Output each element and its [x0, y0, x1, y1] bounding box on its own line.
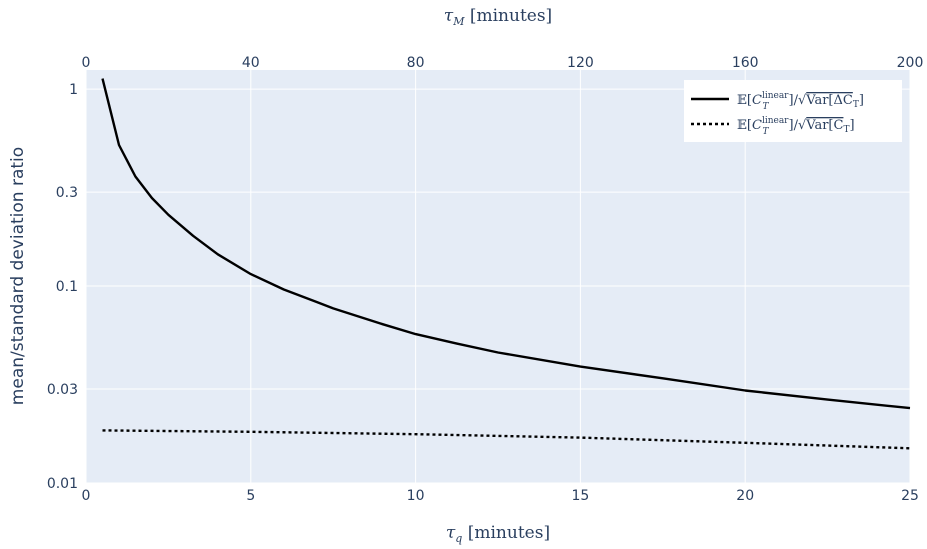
legend: 𝔼[Clinear T]/√Var[ΔCT] 𝔼[Clinear T]/√Var[C…	[684, 80, 902, 142]
x-tick-label: 25	[901, 488, 919, 504]
tick-labels: 0 5 10 15 20 25 0 40 80 120 160 200 0.01 0.03 0.1 0.3 1	[47, 55, 924, 504]
x-tick-label: 5	[246, 488, 255, 504]
series-lines	[101, 78, 911, 450]
legend-label-2: 𝔼[Clinear T]/√Var[CT]	[737, 116, 855, 137]
x2-tick-label: 120	[567, 55, 594, 71]
y-tick-label: 0.3	[56, 185, 78, 201]
legend-label-1: 𝔼[Clinear T]/√Var[ΔCT]	[737, 91, 864, 112]
x2-tick-label: 160	[732, 55, 759, 71]
x-tick-label: 15	[571, 488, 589, 504]
series-line-solid	[101, 78, 911, 410]
y-tick-label: 1	[69, 82, 78, 98]
x2-tick-label: 80	[407, 55, 425, 71]
y-tick-label: 0.1	[56, 279, 78, 295]
x-tick-label: 10	[407, 488, 425, 504]
x2-tick-label: 40	[242, 55, 260, 71]
x2-tick-label: 0	[82, 55, 91, 71]
y-axis-title: mean/standard deviation ratio	[8, 147, 28, 405]
x-tick-label: 20	[736, 488, 754, 504]
x-axis-title: τq [minutes]	[446, 523, 550, 545]
x-tick-label: 0	[82, 488, 91, 504]
y-tick-label: 0.01	[47, 476, 78, 492]
x2-tick-label: 200	[897, 55, 924, 71]
y-tick-label: 0.03	[47, 382, 78, 398]
x2-axis-title: τM [minutes]	[444, 6, 552, 28]
legend-box	[684, 80, 902, 142]
